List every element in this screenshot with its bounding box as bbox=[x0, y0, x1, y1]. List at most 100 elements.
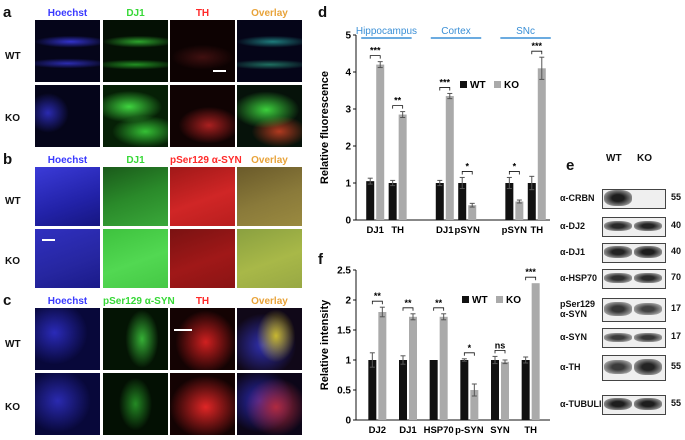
blot-band-ko bbox=[634, 273, 662, 283]
significance-bracket bbox=[494, 350, 506, 354]
blot-band-wt bbox=[604, 302, 632, 316]
legend-label-ko: KO bbox=[504, 80, 519, 91]
blot-row-label: α-HSP70 bbox=[560, 273, 598, 283]
blot-band-ko bbox=[634, 397, 662, 411]
legend-swatch-ko bbox=[494, 81, 501, 88]
significance-bracket bbox=[371, 300, 383, 305]
blot-kda-label: 17 bbox=[671, 303, 682, 313]
panel-a-header-overlay: Overlay bbox=[251, 8, 288, 19]
micrograph-b-ko-hoechst bbox=[35, 229, 100, 288]
significance-bracket bbox=[508, 171, 520, 175]
blot-row-label: α-TUBULIN bbox=[560, 399, 609, 409]
panel-e-label: e bbox=[566, 157, 575, 174]
blot-band-ko bbox=[634, 332, 662, 342]
panel-c-header-overlay: Overlay bbox=[251, 296, 288, 307]
blot-kda-label: 55 bbox=[671, 192, 682, 202]
bar-ko bbox=[445, 96, 454, 220]
micrograph-a-ko-overlay bbox=[237, 85, 302, 147]
panel-c-row-wt: WT bbox=[5, 339, 21, 350]
bar-wt bbox=[458, 183, 467, 220]
y-tick-label: 1 bbox=[345, 356, 351, 367]
blot-band-wt bbox=[604, 359, 632, 375]
bar-wt bbox=[366, 181, 375, 220]
micrograph-c-wt-overlay bbox=[237, 308, 302, 370]
panel-b-header-dj1: DJ1 bbox=[126, 155, 145, 166]
blot-band-wt bbox=[604, 273, 632, 283]
y-axis-label: Relative intensity bbox=[319, 299, 331, 390]
legend-label-ko: KO bbox=[506, 295, 521, 306]
y-tick-label: 5 bbox=[345, 31, 351, 42]
micrograph-a-wt-overlay bbox=[237, 20, 302, 82]
panel-a-row-wt: WT bbox=[5, 51, 21, 62]
micrograph-b-ko-overlay bbox=[237, 229, 302, 288]
bar-ko bbox=[398, 114, 407, 220]
y-tick-label: 3 bbox=[345, 105, 351, 116]
panel-b-header-overlay: Overlay bbox=[251, 155, 288, 166]
bar-wt bbox=[521, 360, 530, 420]
blot-row-label: α-TH bbox=[560, 362, 581, 372]
bar-wt bbox=[368, 360, 377, 420]
y-tick-label: 0 bbox=[345, 216, 351, 227]
micrograph-c-ko-th bbox=[170, 373, 235, 435]
bar-ko bbox=[409, 316, 417, 420]
category-label: pSYN bbox=[455, 225, 480, 236]
panel-c-header-hoechst: Hoechst bbox=[47, 296, 88, 307]
panel-c-header-pser129: pSer129 α-SYN bbox=[103, 296, 175, 307]
micrograph-b-wt-dj1 bbox=[103, 167, 168, 226]
legend-label-wt: WT bbox=[472, 295, 488, 306]
panel-d-label: d bbox=[318, 4, 328, 21]
blot-row-label: α-CRBN bbox=[560, 193, 595, 203]
blot-kda-label: 55 bbox=[671, 398, 682, 408]
y-tick-label: 0 bbox=[345, 416, 351, 427]
blot-band-ko bbox=[634, 358, 662, 376]
significance-label: ** bbox=[394, 96, 402, 106]
y-tick-label: 0.5 bbox=[337, 386, 351, 397]
category-label: HSP70 bbox=[424, 425, 454, 436]
bar-wt bbox=[435, 183, 444, 220]
significance-bracket bbox=[461, 171, 473, 175]
significance-bracket bbox=[433, 307, 445, 311]
legend-label-wt: WT bbox=[470, 80, 486, 91]
panel-b-label: b bbox=[3, 151, 13, 168]
significance-label: * bbox=[513, 161, 517, 171]
significance-label: *** bbox=[370, 46, 381, 56]
significance-label: *** bbox=[440, 77, 451, 87]
panel-a-label: a bbox=[3, 4, 12, 21]
micrograph-a-ko-hoechst bbox=[35, 85, 100, 147]
blot-kda-label: 17 bbox=[671, 331, 682, 341]
significance-bracket bbox=[531, 50, 543, 55]
panel-b-header-hoechst: Hoechst bbox=[47, 155, 88, 166]
panel-b-row-wt: WT bbox=[5, 196, 21, 207]
blot-band-wt bbox=[604, 246, 632, 258]
category-label: TH bbox=[530, 225, 543, 236]
micrograph-c-wt-th bbox=[170, 308, 235, 370]
significance-label: ** bbox=[404, 298, 412, 308]
bar-ko bbox=[501, 361, 509, 420]
legend-swatch-ko bbox=[496, 296, 503, 303]
significance-label: *** bbox=[532, 41, 543, 51]
panel-b-row-ko: KO bbox=[5, 256, 20, 267]
panel-c-row-ko: KO bbox=[5, 402, 20, 413]
y-tick-label: 1.5 bbox=[337, 326, 351, 337]
scale-bar bbox=[213, 70, 226, 72]
significance-bracket bbox=[525, 276, 537, 281]
category-label: SYN bbox=[490, 425, 510, 436]
bar-ko bbox=[515, 201, 524, 220]
bar-ko bbox=[537, 68, 546, 220]
panel-a-row-ko: KO bbox=[5, 113, 20, 124]
chart-f: 0 0.5 1 1.5 2 2.5 Relative intensity ** DJ2 ** DJ1… bbox=[319, 266, 550, 436]
significance-label: ** bbox=[374, 291, 382, 301]
blot-row-label: α-DJ1 bbox=[560, 247, 586, 257]
category-label: p-SYN bbox=[455, 425, 484, 436]
micrograph-c-wt-pser129 bbox=[103, 308, 168, 370]
micrograph-c-ko-hoechst bbox=[35, 373, 100, 435]
panel-f-label: f bbox=[318, 251, 323, 268]
micrograph-a-wt-th bbox=[170, 20, 235, 82]
blot-band-ko bbox=[634, 220, 662, 232]
category-label: TH bbox=[524, 425, 537, 436]
blot-row-label: α-DJ2 bbox=[560, 221, 586, 231]
micrograph-c-wt-hoechst bbox=[35, 308, 100, 370]
panel-c-label: c bbox=[3, 292, 12, 309]
blot-column-ko: KO bbox=[637, 153, 652, 164]
significance-label: * bbox=[468, 343, 472, 353]
